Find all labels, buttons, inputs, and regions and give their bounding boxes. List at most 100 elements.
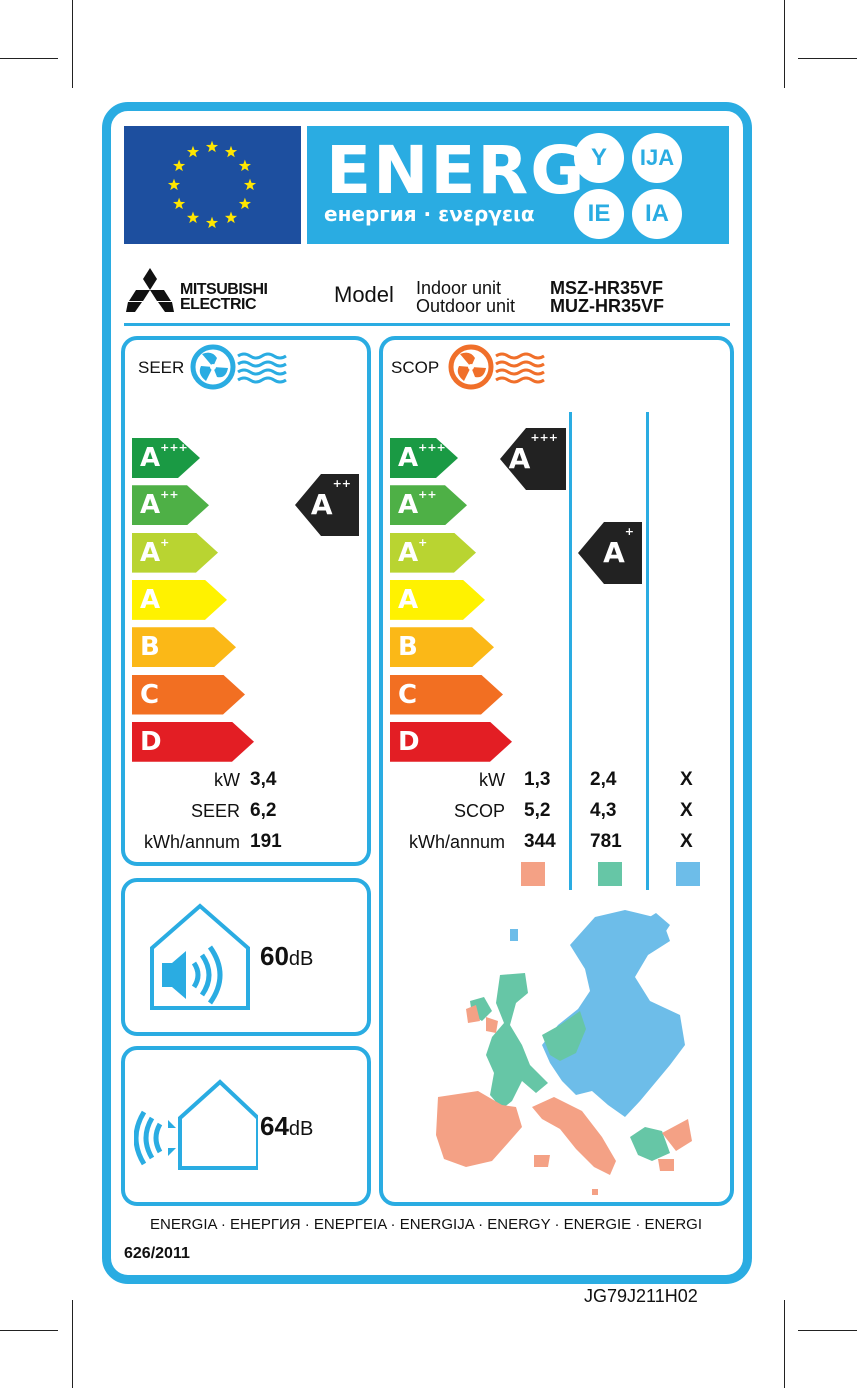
- seer-rating-letter: A: [310, 488, 333, 521]
- scop-title: SCOP: [391, 358, 440, 377]
- scop-class-plus: +: [418, 535, 428, 549]
- eu-stars-icon: [167, 140, 257, 229]
- crop-mark: [798, 58, 857, 59]
- brand-line: ELECTRIC: [180, 296, 257, 313]
- energy-subtitle: енергия · ενεργεια: [324, 202, 535, 226]
- scop-row-label: kW: [479, 770, 505, 790]
- energy-languages-line: ENERGIA · ЕНЕРГИЯ · ΕΝΕΡΓΕΙΑ · ENERGIJA …: [150, 1216, 702, 1233]
- outdoor-noise-unit: dB: [288, 1118, 314, 1140]
- eu-star-icon: [186, 211, 200, 224]
- crop-mark: [72, 0, 73, 88]
- regulation-number: 626/2011: [124, 1245, 190, 1262]
- eu-star-icon: [173, 159, 186, 172]
- scop-value-colder: X: [680, 831, 693, 852]
- eu-star-icon: [243, 178, 257, 191]
- model-label: Model: [334, 282, 394, 307]
- scop-rating-plus: +++: [530, 431, 558, 444]
- scop-value-average: 4,3: [590, 800, 617, 821]
- outdoor-unit-model: MUZ-HR35VF: [550, 296, 665, 316]
- seer-class-letter: C: [140, 679, 160, 710]
- scop-class-letter: B: [398, 632, 418, 663]
- eu-star-icon: [224, 211, 238, 224]
- seer-class-letter: A: [140, 537, 161, 568]
- crop-mark: [0, 1330, 58, 1331]
- seer-row-value: 191: [250, 831, 282, 852]
- seer-rating-plus: ++: [332, 477, 351, 490]
- scop-rating-letter: A: [603, 536, 625, 569]
- scop-value-warm: 344: [524, 831, 556, 852]
- seer-class-letter: D: [140, 726, 162, 757]
- seer-class-plus: +: [160, 535, 170, 549]
- scop-class-arrow: D: [390, 722, 512, 762]
- lang-badge: Y: [574, 133, 624, 183]
- seer-class-plus: ++: [160, 488, 179, 502]
- scop-class-letter: C: [398, 679, 418, 710]
- zone-colder-region: [510, 910, 685, 1117]
- zone-divider: [569, 412, 572, 890]
- eu-star-icon: [205, 216, 219, 229]
- scop-value-colder: X: [680, 769, 693, 790]
- eu-star-icon: [238, 197, 251, 210]
- label-code: JG79J211H02: [584, 1286, 698, 1306]
- seer-rating-badge: A++: [295, 474, 359, 536]
- seer-row-value: 6,2: [250, 800, 277, 821]
- seer-class-arrow: D: [132, 722, 254, 762]
- outdoor-noise-panel: [121, 1046, 371, 1206]
- scop-row-label: kWh/annum: [408, 832, 505, 852]
- heating-fan-icon: [448, 344, 545, 390]
- seer-class-arrow: A+++: [132, 438, 200, 478]
- scop-rating-letter: A: [508, 442, 531, 475]
- crop-mark: [72, 1300, 73, 1388]
- scop-value-warm: 1,3: [524, 769, 551, 790]
- crop-mark: [798, 1330, 857, 1331]
- seer-panel: [121, 336, 371, 866]
- zone-divider: [646, 412, 649, 890]
- outdoor-noise-level: 64dB: [260, 1111, 313, 1142]
- eu-star-icon: [173, 197, 186, 210]
- seer-class-letter: A: [140, 584, 161, 615]
- scop-class-letter: A: [398, 537, 419, 568]
- crop-mark: [784, 1300, 785, 1388]
- seer-class-arrow: C: [132, 675, 245, 715]
- seer-title: SEER: [138, 358, 185, 377]
- indoor-noise-value: 60: [260, 941, 289, 971]
- indoor-unit-model: MSZ-HR35VF: [550, 278, 664, 298]
- seer-class-letter: B: [140, 632, 160, 663]
- scop-class-letter: D: [398, 726, 420, 757]
- divider: [124, 323, 730, 326]
- indoor-noise-unit: dB: [288, 948, 314, 970]
- zone-swatch-warm: [521, 862, 545, 886]
- europe-climate-map: [436, 910, 692, 1195]
- outdoor-unit-label: Outdoor unit: [416, 296, 516, 316]
- seer-class-arrow: B: [132, 627, 236, 667]
- outdoor-sound-icon: [134, 1079, 258, 1170]
- seer-class-arrow: A: [132, 580, 227, 620]
- eu-star-icon: [186, 145, 200, 158]
- crop-mark: [0, 58, 58, 59]
- scop-value-average: 2,4: [590, 769, 617, 790]
- mitsubishi-logo-icon: [126, 268, 174, 312]
- scop-class-letter: A: [398, 443, 419, 473]
- scop-value-warm: 5,2: [524, 800, 551, 821]
- crop-mark: [784, 0, 785, 88]
- lang-badge: IA: [632, 189, 682, 239]
- zone-swatch-average: [598, 862, 622, 886]
- scop-class-plus: +++: [418, 441, 446, 454]
- indoor-unit-label: Indoor unit: [416, 278, 502, 298]
- eu-star-icon: [238, 159, 251, 172]
- eu-star-icon: [224, 145, 238, 158]
- zone-swatch-colder: [676, 862, 700, 886]
- scop-class-letter: A: [398, 490, 419, 521]
- seer-row-label: SEER: [190, 801, 240, 821]
- eu-star-icon: [205, 140, 219, 153]
- seer-class-letter: A: [140, 443, 161, 473]
- seer-class-plus: +++: [160, 441, 188, 454]
- scop-value-colder: X: [680, 800, 693, 821]
- scop-rating-plus: +: [624, 525, 634, 538]
- scop-value-average: 781: [590, 831, 622, 852]
- energy-title: ENERG: [326, 132, 587, 209]
- indoor-noise-panel: [121, 878, 371, 1036]
- lang-badge: IE: [574, 189, 624, 239]
- seer-row-value: 3,4: [250, 769, 277, 790]
- outdoor-noise-value: 64: [260, 1111, 289, 1141]
